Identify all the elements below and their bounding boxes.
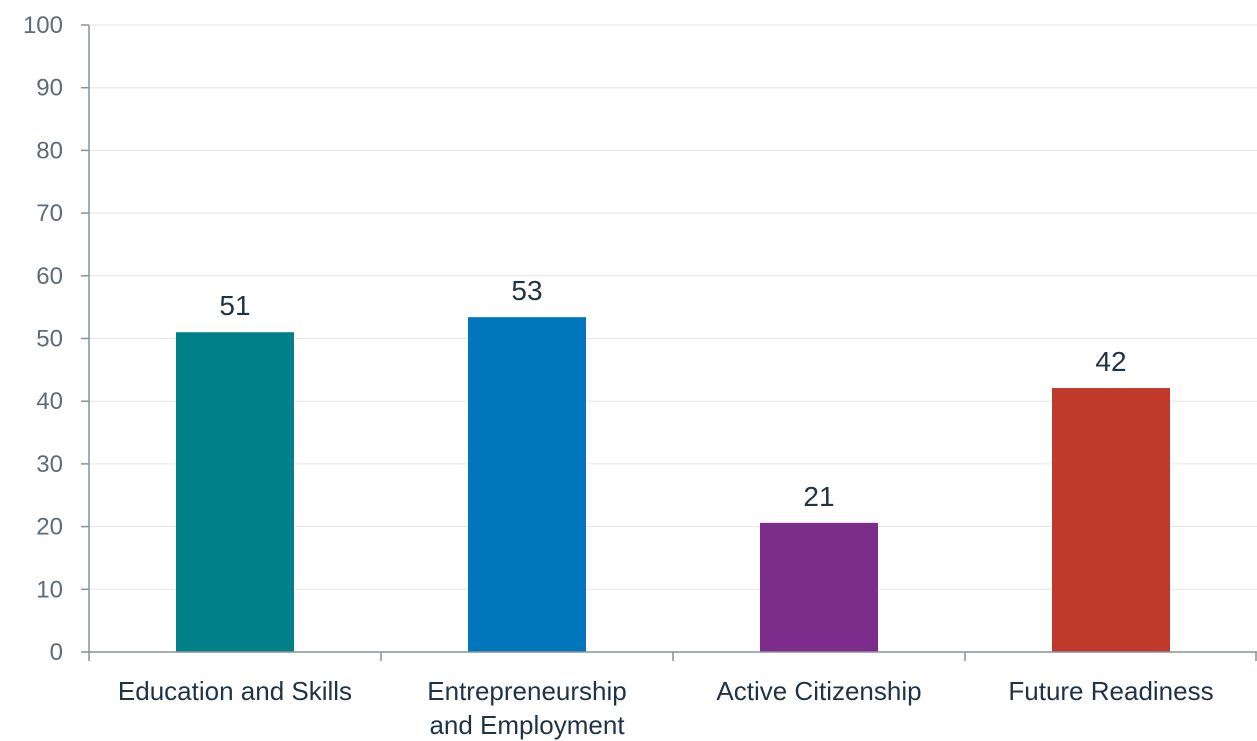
y-axis-ticks: 0 10 20 30 40 50 60 70 80 90 100	[23, 12, 89, 666]
y-tick-label: 0	[50, 639, 63, 666]
y-tick-label: 100	[23, 12, 63, 39]
data-label: 21	[803, 481, 834, 512]
y-tick-label: 90	[36, 75, 63, 102]
y-tick-label: 70	[36, 200, 63, 227]
data-label: 51	[219, 290, 250, 321]
bar	[468, 317, 586, 652]
data-labels: 51 53 21 42	[219, 275, 1126, 512]
y-tick-label: 50	[36, 326, 63, 353]
category-label: Active Citizenship	[716, 676, 921, 706]
bar	[1052, 388, 1170, 652]
y-tick-label: 40	[36, 388, 63, 415]
bar	[760, 522, 878, 652]
category-label: Education and Skills	[118, 676, 352, 706]
y-tick-label: 30	[36, 451, 63, 478]
x-axis	[88, 651, 1257, 661]
y-tick-label: 60	[36, 263, 63, 290]
category-label: Entrepreneurship	[427, 676, 626, 706]
y-tick-label: 80	[36, 137, 63, 164]
category-labels: Education and Skills Entrepreneurship and …	[118, 676, 1214, 740]
data-label: 53	[511, 275, 542, 306]
y-tick-label: 10	[36, 576, 63, 603]
category-label: and Employment	[429, 710, 625, 740]
category-label: Future Readiness	[1008, 676, 1213, 706]
data-label: 42	[1095, 346, 1126, 377]
y-tick-label: 20	[36, 514, 63, 541]
bars	[176, 317, 1170, 652]
bar	[176, 332, 294, 652]
